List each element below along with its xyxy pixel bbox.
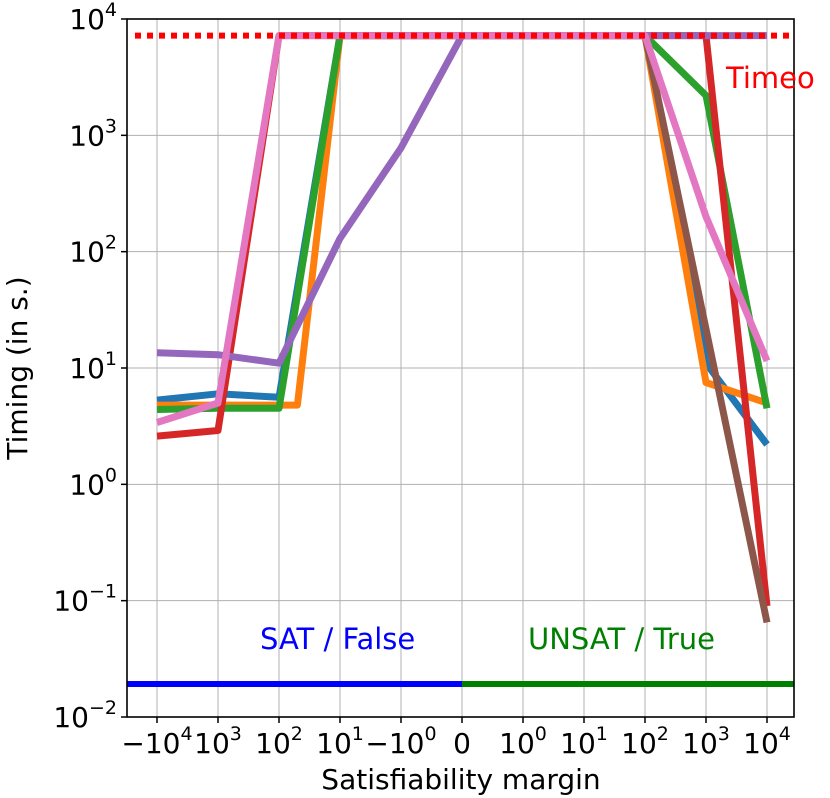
timeout-label: Timeo xyxy=(725,61,815,95)
y-tick-label: 100 xyxy=(69,464,117,501)
x-tick-label: 101 xyxy=(316,723,364,760)
annotations: SAT / False UNSAT / True Timeo xyxy=(260,61,815,656)
x-tick-label: −100 xyxy=(365,723,436,760)
y-axis-label: Timing (in s.) xyxy=(1,276,34,460)
y-tick-label: 101 xyxy=(69,348,117,385)
y-tick-label: 10−2 xyxy=(53,697,117,734)
x-tick-label: 104 xyxy=(743,723,791,760)
x-tick-label: 0 xyxy=(453,727,471,760)
x-tick-label: −104 xyxy=(121,723,192,760)
series-line xyxy=(641,34,771,624)
region-label-unsat: UNSAT / True xyxy=(528,622,715,656)
x-tick-label: 100 xyxy=(499,723,547,760)
region-label-sat: SAT / False xyxy=(260,622,415,656)
x-axis-ticks: −104 103 102 101 −100 0 100 101 102 103 104 xyxy=(121,717,791,760)
y-tick-label: 103 xyxy=(69,115,117,152)
y-axis-ticks: 104 103 102 101 100 10−1 10−2 xyxy=(53,0,127,734)
x-tick-label: 102 xyxy=(621,723,669,760)
x-tick-label: 103 xyxy=(194,723,242,760)
y-tick-label: 10−1 xyxy=(53,581,117,618)
y-tick-label: 104 xyxy=(69,0,117,36)
y-tick-label: 102 xyxy=(69,232,117,269)
x-tick-label: 102 xyxy=(255,723,303,760)
x-tick-label: 103 xyxy=(682,723,730,760)
x-axis-label: Satisfiability margin xyxy=(321,763,600,796)
x-tick-label: 101 xyxy=(560,723,608,760)
